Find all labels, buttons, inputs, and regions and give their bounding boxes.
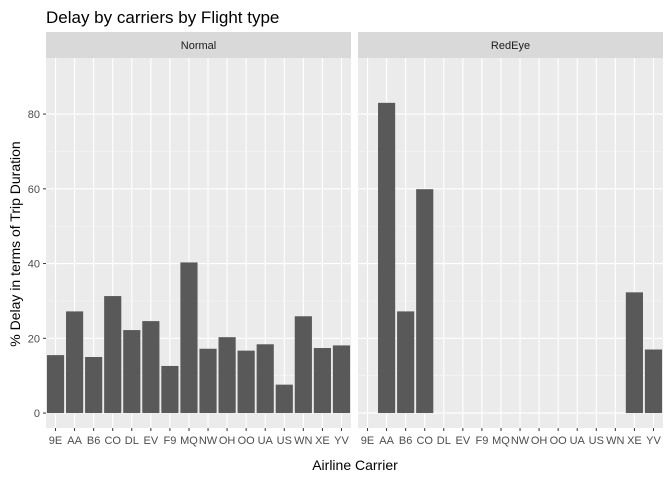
x-tick-label: NW [511, 435, 530, 447]
x-axis-title: Airline Carrier [312, 457, 398, 473]
x-tick-label: F9 [163, 435, 176, 447]
facet-panel-redeye: RedEye 9E AA B6 CO DL EV F9 MQ NW OH OO UA US WN XE YV [358, 32, 663, 447]
bar-normal-wn [294, 316, 312, 414]
bar-normal-yv [332, 345, 351, 414]
x-tick-label: CO [416, 435, 433, 447]
facet-panel-normal: Normal 9E AA B6 CO DL EV F9 MQ NW OH OO UA US WN XE YV [46, 32, 351, 447]
x-tick-label: UA [570, 435, 586, 447]
y-tick-label: 80 [28, 109, 40, 121]
bar-normal-9e [46, 355, 65, 414]
bar-normal-oh [218, 337, 236, 414]
x-tick-label: DL [437, 435, 451, 447]
bar-redeye-b6 [397, 311, 415, 414]
y-tick-label: 20 [28, 333, 40, 345]
x-tick-label: AA [379, 435, 394, 447]
x-tick-label: UA [258, 435, 274, 447]
facet-strip-label: Normal [181, 40, 216, 52]
x-tick-label: OO [238, 435, 256, 447]
x-tick-label: MQ [180, 435, 198, 447]
x-tick-label: EV [456, 435, 471, 447]
x-tick-label: OH [219, 435, 236, 447]
facet-strip [46, 32, 351, 58]
bar-normal-xe [313, 348, 331, 414]
x-tick-label: CO [104, 435, 121, 447]
x-tick-label: B6 [87, 435, 100, 447]
x-tick-label: OO [550, 435, 568, 447]
y-tick-label: 0 [34, 408, 40, 420]
bar-redeye-yv [644, 349, 663, 414]
bar-normal-dl [123, 330, 141, 414]
x-tick-label: US [589, 435, 604, 447]
bar-normal-b6 [85, 356, 103, 414]
bar-normal-co [104, 296, 122, 414]
bar-redeye-aa [378, 102, 396, 414]
x-tick-label: EV [144, 435, 159, 447]
x-tick-label: NW [199, 435, 218, 447]
bar-normal-ev [142, 321, 160, 414]
x-tick-label: DL [125, 435, 139, 447]
bar-normal-us [275, 384, 293, 414]
bar-redeye-xe [625, 292, 643, 414]
y-tick-label: 40 [28, 259, 40, 271]
x-tick-label: B6 [399, 435, 412, 447]
x-tick-label: XE [315, 435, 330, 447]
x-tick-label: OH [531, 435, 548, 447]
bar-normal-ua [256, 344, 274, 414]
x-tick-label: US [277, 435, 292, 447]
x-tick-label: XE [627, 435, 642, 447]
facet-strip-label: RedEye [491, 40, 530, 52]
y-tick-label: 60 [28, 184, 40, 196]
x-tick-label: 9E [361, 435, 374, 447]
x-tick-label: F9 [475, 435, 488, 447]
chart-title: Delay by carriers by Flight type [46, 8, 279, 27]
bar-normal-f9 [161, 365, 179, 414]
y-axis: 0 20 40 60 80 [28, 109, 46, 420]
x-tick-label: WN [606, 435, 624, 447]
bar-redeye-co [416, 189, 434, 414]
y-axis-title: % Delay in terms of Trip Duration [7, 141, 23, 346]
x-tick-label: YV [334, 435, 349, 447]
bar-normal-mq [180, 262, 198, 414]
x-tick-label: WN [294, 435, 312, 447]
bar-normal-oo [237, 350, 255, 414]
facet-strip [358, 32, 663, 58]
x-tick-label: 9E [49, 435, 62, 447]
x-tick-label: YV [646, 435, 661, 447]
x-tick-label: AA [67, 435, 82, 447]
x-tick-label: MQ [492, 435, 510, 447]
bar-normal-aa [66, 311, 84, 414]
bar-normal-nw [199, 348, 217, 414]
